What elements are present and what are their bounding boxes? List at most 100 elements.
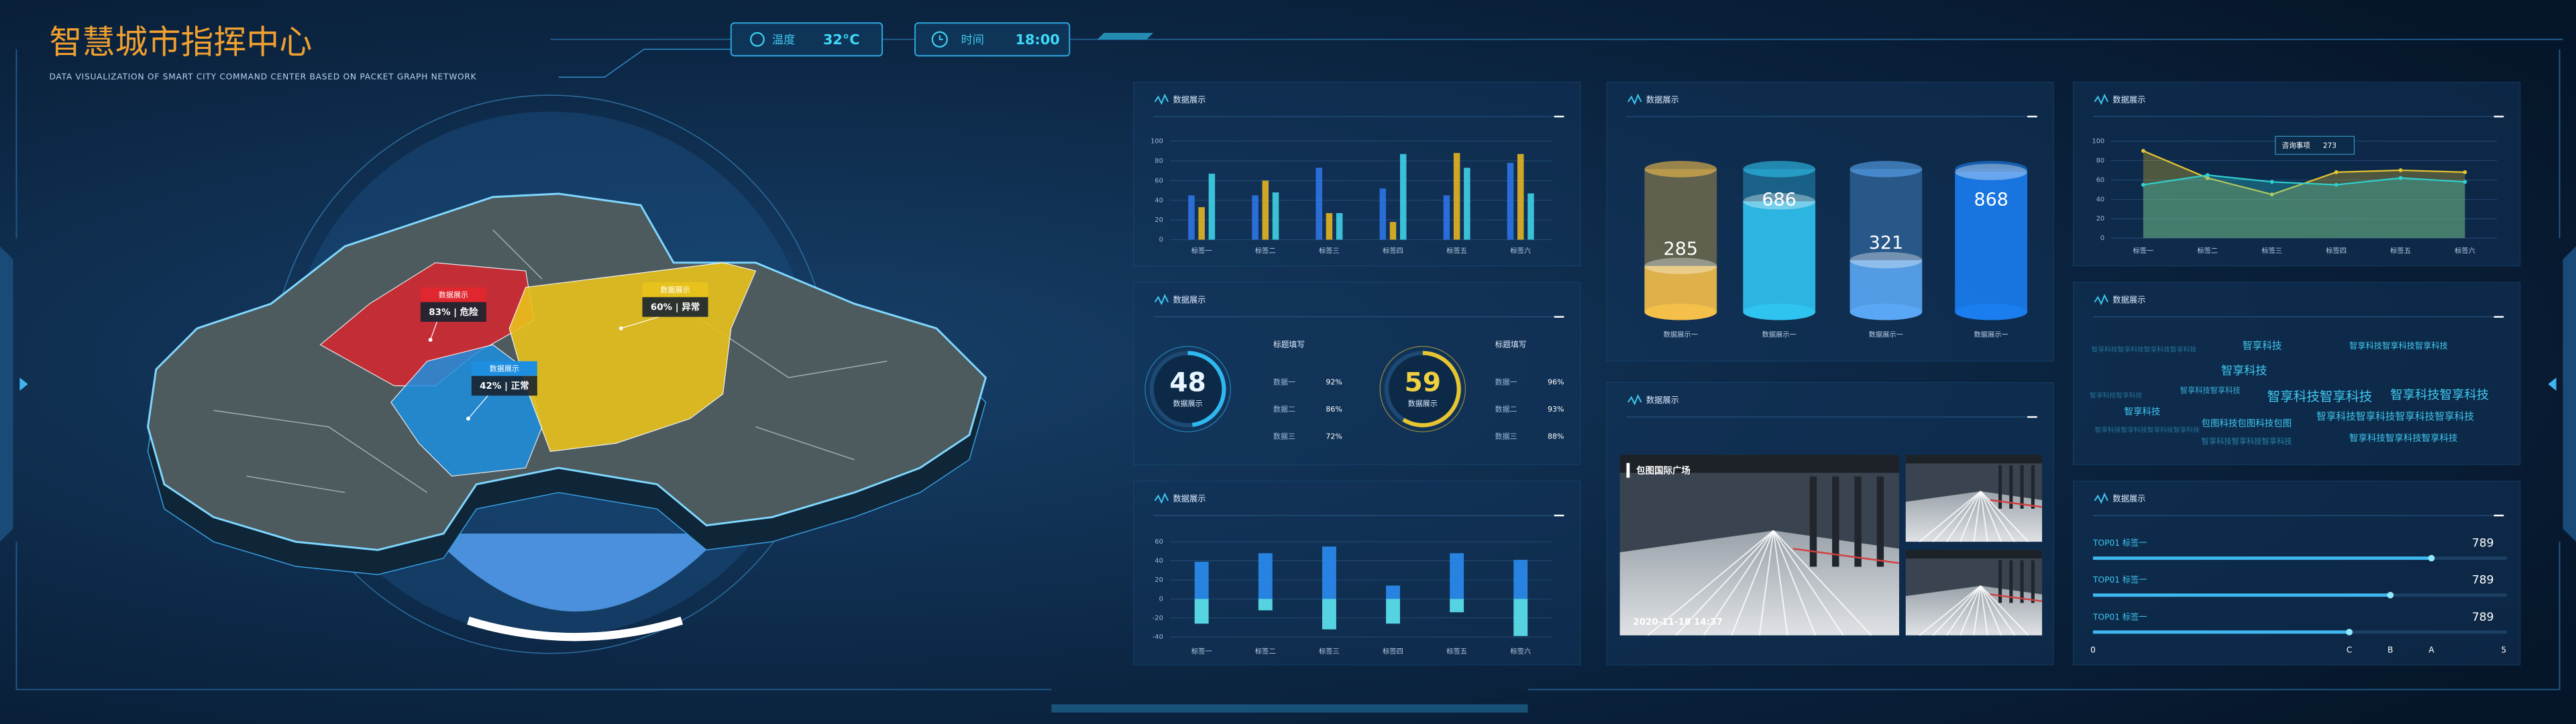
x-tick-label: 标签六 bbox=[1510, 647, 1531, 656]
bar bbox=[1513, 560, 1528, 599]
item-name: 数据三 bbox=[1495, 431, 1517, 440]
panel-icon bbox=[1627, 394, 1642, 406]
x-tick-label: 标签六 bbox=[2455, 247, 2475, 255]
point bbox=[2398, 168, 2403, 172]
rank-axis-label: 5 bbox=[2501, 645, 2506, 654]
x-tick-label: 标签二 bbox=[1255, 647, 1276, 656]
cylinder-bottom bbox=[1955, 304, 2028, 320]
point bbox=[2205, 176, 2210, 180]
camera-stripe bbox=[1758, 530, 1774, 636]
word: 智享科技 bbox=[2243, 340, 2282, 352]
camera-stripe bbox=[1772, 530, 1817, 636]
word: 智享科技智享科技智享科技智享科技 bbox=[2094, 426, 2200, 434]
cylinder-fill bbox=[1743, 201, 1816, 312]
camera-stripe bbox=[1960, 585, 1982, 636]
camera-pillar bbox=[1998, 465, 2002, 509]
label-dot bbox=[619, 326, 623, 330]
item-value: 72% bbox=[1326, 432, 1342, 440]
word: 智享科技智享科技 bbox=[2180, 385, 2241, 395]
camera-pillar bbox=[2031, 465, 2035, 509]
camera-stripe bbox=[1932, 491, 1982, 542]
gauge-ring bbox=[1144, 346, 1231, 432]
tooltip-value: 273 bbox=[2323, 141, 2337, 149]
camera-ceiling bbox=[1905, 550, 2043, 559]
camera-pillar bbox=[2020, 560, 2024, 603]
y-tick-label: 40 bbox=[1155, 197, 1163, 204]
item-name: 数据一 bbox=[1495, 377, 1517, 387]
panel bbox=[1133, 81, 1581, 267]
item-value: 96% bbox=[1548, 378, 1564, 387]
bar bbox=[1527, 193, 1534, 240]
rank-name: TOP01 标签一 bbox=[2092, 611, 2147, 621]
bar bbox=[1262, 180, 1269, 240]
panel bbox=[2073, 282, 2521, 465]
x-tick-label: 标签五 bbox=[2390, 247, 2411, 255]
camera-stripe bbox=[1973, 585, 1982, 636]
word: 智享科技 bbox=[2221, 364, 2267, 377]
cylinder-bottom bbox=[1743, 304, 1816, 320]
bar bbox=[1389, 222, 1397, 240]
camera-stripe bbox=[1945, 491, 1982, 542]
x-tick-label: 标签六 bbox=[1510, 247, 1531, 255]
bar bbox=[1258, 599, 1273, 611]
frame bbox=[15, 38, 2563, 690]
rank-knob bbox=[2346, 628, 2353, 636]
y-tick-label: -20 bbox=[1152, 615, 1163, 622]
bottom-bar bbox=[1051, 704, 1528, 713]
word: 包图科技包图科技包图 bbox=[2202, 418, 2292, 429]
label-text: 60% | 异常 bbox=[651, 302, 700, 313]
x-tick-label: 数据展示一 bbox=[1664, 330, 1698, 339]
panel bbox=[2073, 480, 2521, 666]
word: 智享科技智享科技智享科技智享科技 bbox=[2316, 410, 2474, 422]
camera-floor bbox=[1905, 585, 2043, 636]
camera-stripe bbox=[1980, 585, 2016, 636]
x-tick-label: 标签三 bbox=[1319, 247, 1340, 255]
camera-stripe bbox=[1980, 585, 2029, 636]
title: 智慧城市指挥中心 bbox=[49, 23, 312, 62]
line bbox=[2143, 174, 2465, 186]
panel-icon bbox=[2094, 492, 2108, 504]
time-value: 18:00 bbox=[1015, 32, 1059, 48]
camera-barrier bbox=[1990, 593, 2043, 603]
camera-stripe bbox=[1980, 585, 1988, 636]
bar bbox=[1336, 213, 1343, 240]
camera-floor bbox=[1619, 530, 1900, 636]
bar bbox=[1188, 195, 1195, 240]
word: 智享科技智享科技智享科技 bbox=[2349, 341, 2448, 351]
camera-stripe bbox=[1932, 585, 1982, 636]
x-tick-label: 标签四 bbox=[1383, 247, 1403, 255]
y-tick-label: 0 bbox=[2100, 235, 2104, 242]
camera-pillar bbox=[1998, 560, 2002, 603]
label-title: 数据展示 bbox=[660, 285, 690, 294]
x-tick-label: 标签一 bbox=[1191, 247, 1212, 255]
value-label: 321 bbox=[1869, 233, 1903, 253]
label-head bbox=[642, 282, 708, 298]
item-value: 88% bbox=[1548, 432, 1564, 440]
area bbox=[2143, 175, 2465, 239]
item-name: 数据一 bbox=[1273, 377, 1295, 387]
camera-pillar bbox=[2020, 465, 2024, 509]
map-borders bbox=[213, 229, 888, 493]
item-value: 93% bbox=[1548, 405, 1564, 414]
panel-title: 数据展示 bbox=[2112, 295, 2145, 305]
camera-stripe bbox=[1675, 530, 1774, 636]
camera-pillar bbox=[1832, 476, 1839, 567]
panel-title: 数据展示 bbox=[1173, 493, 1206, 503]
rank-axis-label: 0 bbox=[2090, 645, 2096, 654]
rank-knob bbox=[2387, 591, 2394, 599]
label-head bbox=[471, 361, 537, 376]
temperature-box bbox=[730, 22, 883, 57]
rank-axis-label: C bbox=[2347, 645, 2353, 654]
label-body bbox=[642, 297, 708, 317]
item-name: 数据三 bbox=[1273, 431, 1295, 440]
x-tick-label: 标签四 bbox=[1383, 647, 1403, 656]
y-tick-label: 40 bbox=[2096, 196, 2104, 203]
panel-icon bbox=[1154, 492, 1169, 504]
camera-bar bbox=[1626, 463, 1630, 478]
word: 智享科技智享科技 bbox=[2090, 391, 2142, 400]
point bbox=[2205, 173, 2210, 178]
camera-pillar bbox=[2009, 465, 2013, 509]
word: 智享科技智享科技智享科技智享科技 bbox=[2092, 345, 2197, 354]
y-tick-label: 80 bbox=[2096, 158, 2104, 165]
x-tick-label: 数据展示一 bbox=[1974, 330, 2008, 339]
